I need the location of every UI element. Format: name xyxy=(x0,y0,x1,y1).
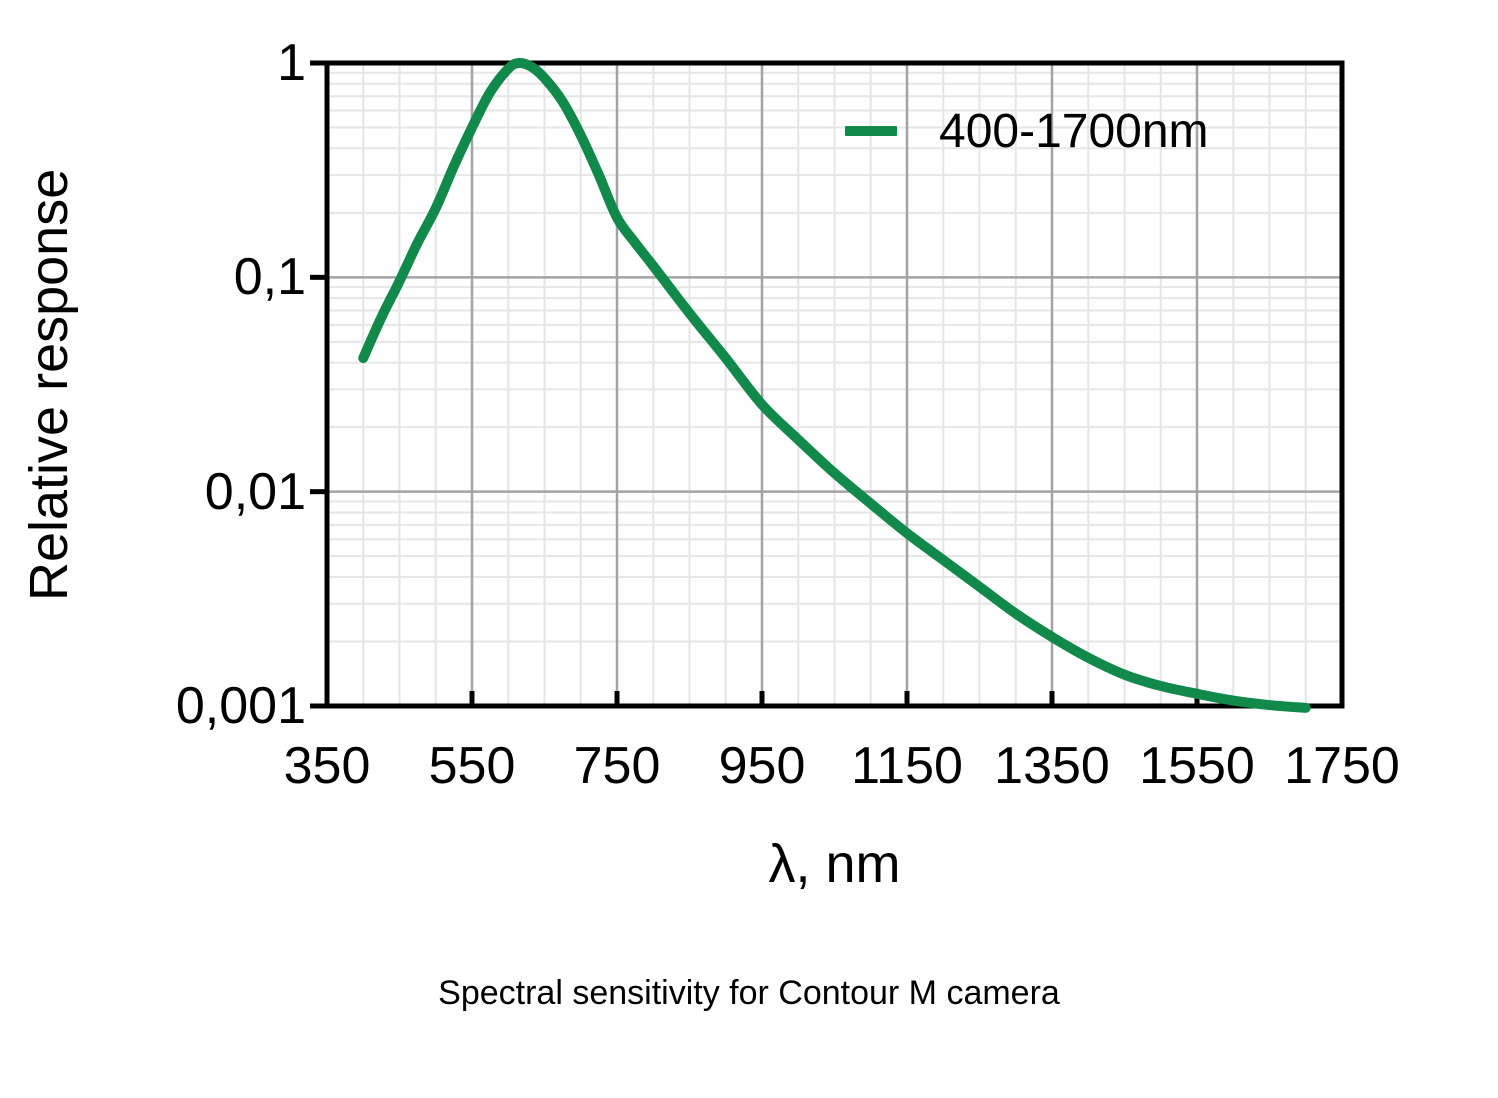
y-tick-label: 0,01 xyxy=(204,462,306,521)
x-tick-label: 1550 xyxy=(1139,737,1255,795)
x-tick-label: 550 xyxy=(428,737,516,795)
series-curve xyxy=(358,57,1311,713)
legend-line-swatch xyxy=(845,126,897,136)
x-tick-label: 1350 xyxy=(994,737,1110,795)
plot-frame xyxy=(324,60,1345,709)
legend-label: 400-1700nm xyxy=(939,104,1209,158)
x-axis-title: λ, nm xyxy=(768,834,901,894)
x-tick-label: 350 xyxy=(283,737,371,795)
y-axis-title: Relative response xyxy=(19,168,79,601)
x-tick-label: 750 xyxy=(573,737,661,795)
y-tick-label: 1 xyxy=(277,34,306,92)
y-tick-label: 0,1 xyxy=(233,248,306,307)
legend: 400-1700nm xyxy=(845,101,1209,161)
x-tick-label: 1750 xyxy=(1284,737,1400,795)
x-tick-label: 950 xyxy=(718,737,806,795)
plot-area xyxy=(310,57,1345,713)
figure-caption: Spectral sensitivity for Contour M camer… xyxy=(438,974,1060,1012)
x-tick-label: 1150 xyxy=(851,737,963,795)
y-tick-label: 0,001 xyxy=(175,677,306,735)
